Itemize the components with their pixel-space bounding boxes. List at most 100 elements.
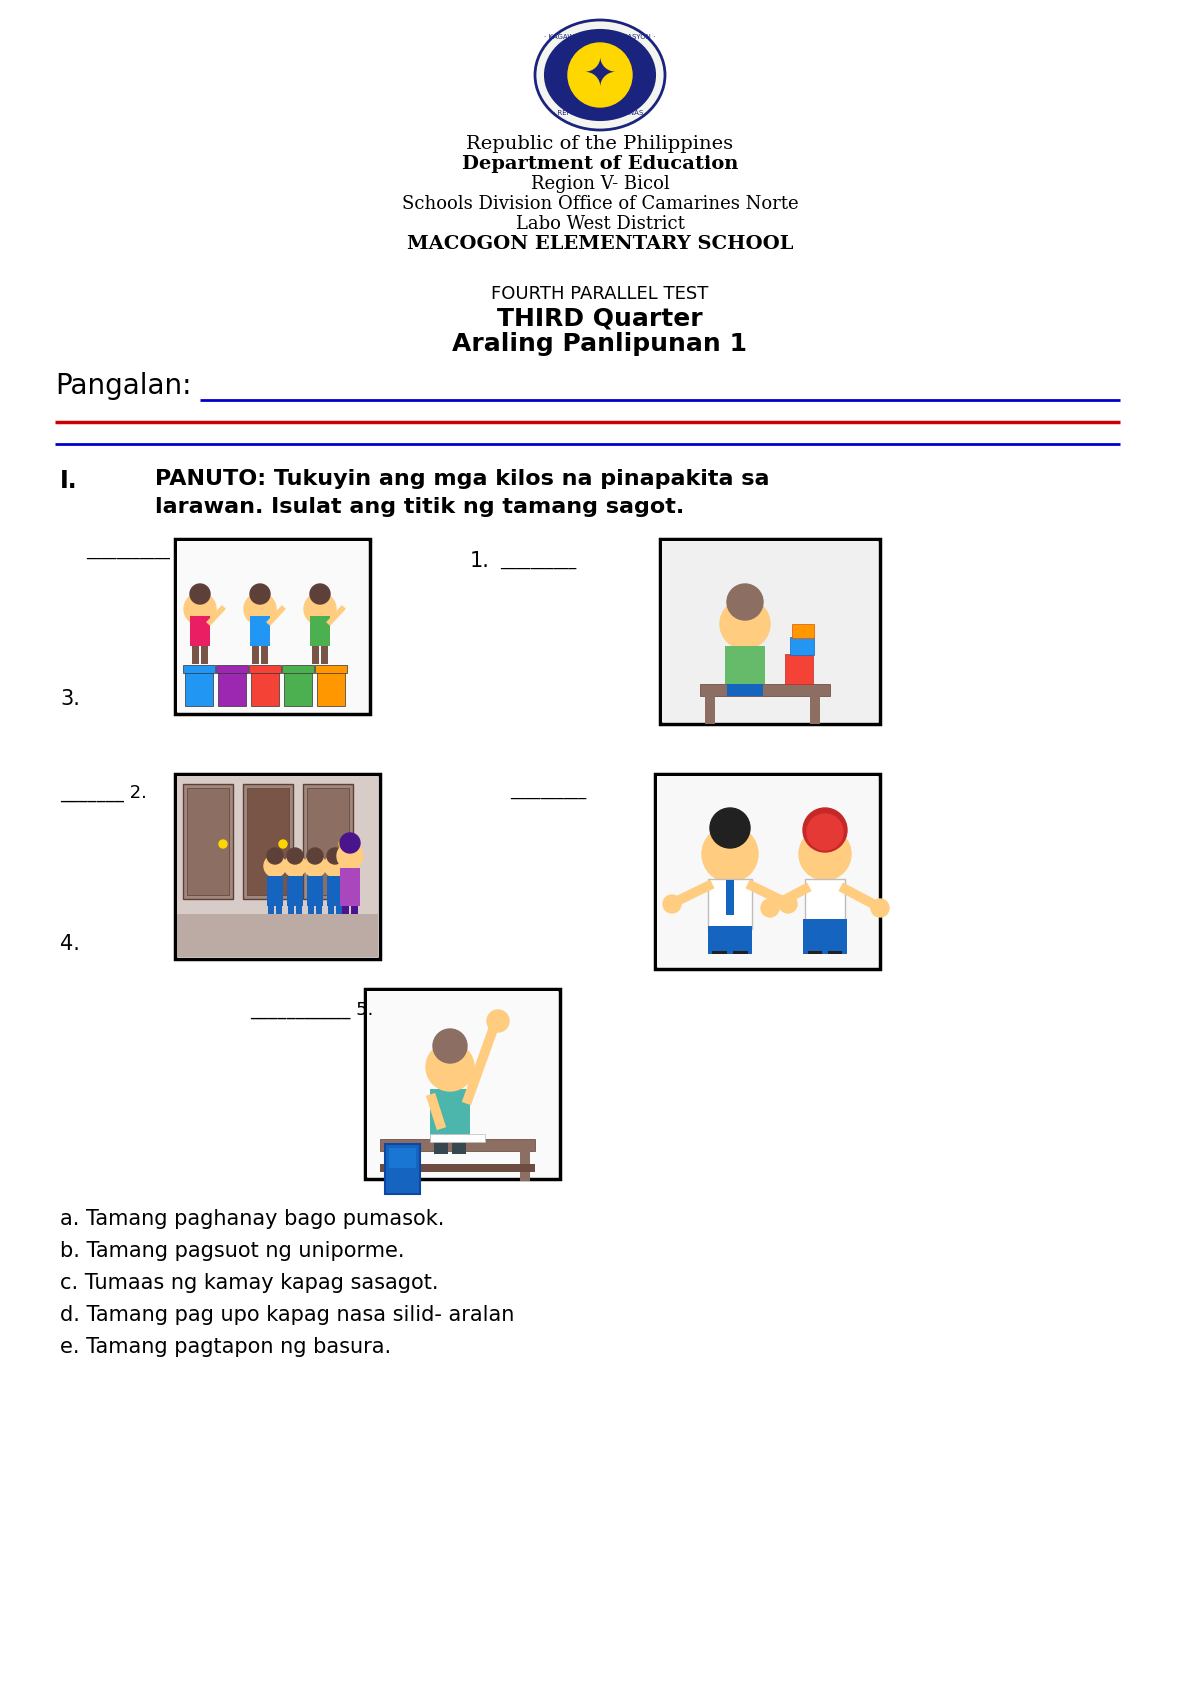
- Circle shape: [710, 808, 750, 847]
- Ellipse shape: [535, 20, 665, 131]
- Bar: [178, 776, 378, 958]
- Bar: [178, 542, 368, 711]
- Bar: [296, 907, 302, 914]
- Bar: [187, 788, 229, 895]
- Text: I.: I.: [60, 469, 78, 492]
- Bar: [192, 645, 199, 664]
- Bar: [284, 671, 312, 706]
- Bar: [308, 907, 314, 914]
- Bar: [242, 784, 293, 898]
- Bar: [250, 616, 270, 645]
- Bar: [262, 645, 268, 664]
- Bar: [317, 671, 346, 706]
- Bar: [282, 666, 314, 672]
- Bar: [385, 1144, 420, 1194]
- Bar: [328, 907, 334, 914]
- Text: c. Tumaas ng kamay kapag sasagot.: c. Tumaas ng kamay kapag sasagot.: [60, 1274, 438, 1292]
- Bar: [520, 1151, 530, 1182]
- Text: ✦: ✦: [583, 56, 617, 93]
- Text: Republic of the Philippines: Republic of the Philippines: [467, 136, 733, 153]
- Bar: [805, 880, 845, 924]
- Bar: [708, 880, 752, 929]
- Bar: [430, 1134, 485, 1143]
- Circle shape: [304, 856, 326, 876]
- Circle shape: [278, 841, 287, 847]
- Bar: [792, 623, 814, 638]
- Circle shape: [720, 599, 770, 649]
- Bar: [182, 666, 215, 672]
- Text: e. Tamang pagtapon ng basura.: e. Tamang pagtapon ng basura.: [60, 1336, 391, 1357]
- Bar: [725, 645, 766, 684]
- Text: b. Tamang pagsuot ng uniporme.: b. Tamang pagsuot ng uniporme.: [60, 1241, 404, 1262]
- Circle shape: [324, 856, 346, 876]
- Bar: [268, 907, 274, 914]
- Bar: [288, 907, 294, 914]
- Bar: [302, 784, 353, 898]
- Text: ___________ 5.: ___________ 5.: [250, 1002, 373, 1019]
- Ellipse shape: [545, 31, 655, 121]
- Bar: [434, 1139, 448, 1155]
- Circle shape: [264, 856, 286, 876]
- Bar: [190, 616, 210, 645]
- Bar: [185, 671, 214, 706]
- Circle shape: [307, 847, 323, 864]
- Bar: [808, 951, 822, 954]
- Circle shape: [284, 856, 306, 876]
- Text: FOURTH PARALLEL TEST: FOURTH PARALLEL TEST: [491, 285, 709, 302]
- Circle shape: [337, 842, 364, 869]
- Circle shape: [803, 808, 847, 852]
- Bar: [803, 919, 847, 954]
- Bar: [352, 907, 358, 914]
- Text: d. Tamang pag upo kapag nasa silid- aralan: d. Tamang pag upo kapag nasa silid- aral…: [60, 1306, 515, 1324]
- Bar: [250, 666, 281, 672]
- Bar: [312, 645, 319, 664]
- Bar: [662, 542, 878, 722]
- Bar: [380, 1165, 535, 1172]
- Circle shape: [340, 841, 347, 847]
- Circle shape: [220, 841, 227, 847]
- Bar: [316, 907, 322, 914]
- Circle shape: [244, 593, 276, 625]
- Circle shape: [808, 813, 842, 851]
- Bar: [790, 637, 814, 655]
- Circle shape: [487, 1010, 509, 1032]
- Bar: [178, 914, 378, 958]
- Bar: [266, 876, 283, 907]
- Circle shape: [727, 584, 763, 620]
- Text: Pangalan:: Pangalan:: [55, 372, 192, 401]
- Text: __________: __________: [500, 554, 576, 569]
- Bar: [365, 988, 560, 1178]
- Bar: [726, 880, 734, 915]
- Bar: [712, 951, 727, 954]
- Bar: [216, 666, 248, 672]
- Circle shape: [568, 42, 632, 107]
- Bar: [655, 774, 880, 970]
- Text: _______ 2.: _______ 2.: [60, 784, 146, 801]
- Text: Araling Panlipunan 1: Araling Panlipunan 1: [452, 333, 748, 357]
- Bar: [810, 696, 820, 723]
- Bar: [314, 666, 347, 672]
- Text: ___________: ___________: [86, 543, 170, 559]
- Bar: [660, 538, 880, 723]
- Bar: [310, 616, 330, 645]
- Text: Labo West District: Labo West District: [516, 216, 684, 233]
- Bar: [252, 645, 259, 664]
- Bar: [389, 1148, 416, 1168]
- Bar: [700, 684, 830, 696]
- Circle shape: [266, 847, 283, 864]
- Circle shape: [310, 584, 330, 604]
- Bar: [202, 645, 208, 664]
- Circle shape: [799, 829, 851, 880]
- Bar: [380, 1139, 535, 1151]
- Text: THIRD Quarter: THIRD Quarter: [497, 306, 703, 329]
- Bar: [326, 876, 343, 907]
- Circle shape: [779, 895, 797, 914]
- Bar: [247, 788, 289, 895]
- Text: __________: __________: [510, 784, 587, 800]
- Bar: [336, 907, 342, 914]
- Circle shape: [871, 898, 889, 917]
- Bar: [175, 538, 370, 713]
- Circle shape: [761, 898, 779, 917]
- Bar: [452, 1139, 466, 1155]
- Bar: [340, 868, 360, 907]
